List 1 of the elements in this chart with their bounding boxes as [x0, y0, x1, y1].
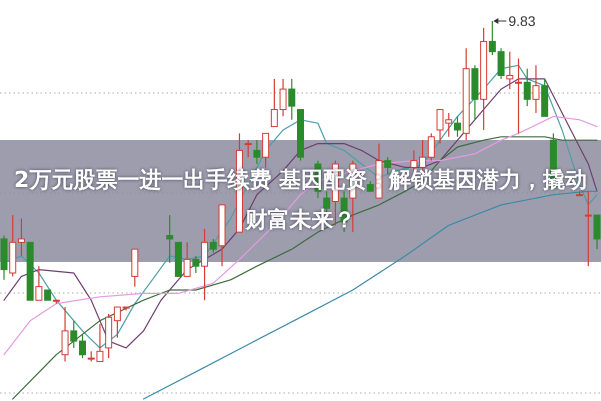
annotation: 9.83	[508, 13, 536, 29]
